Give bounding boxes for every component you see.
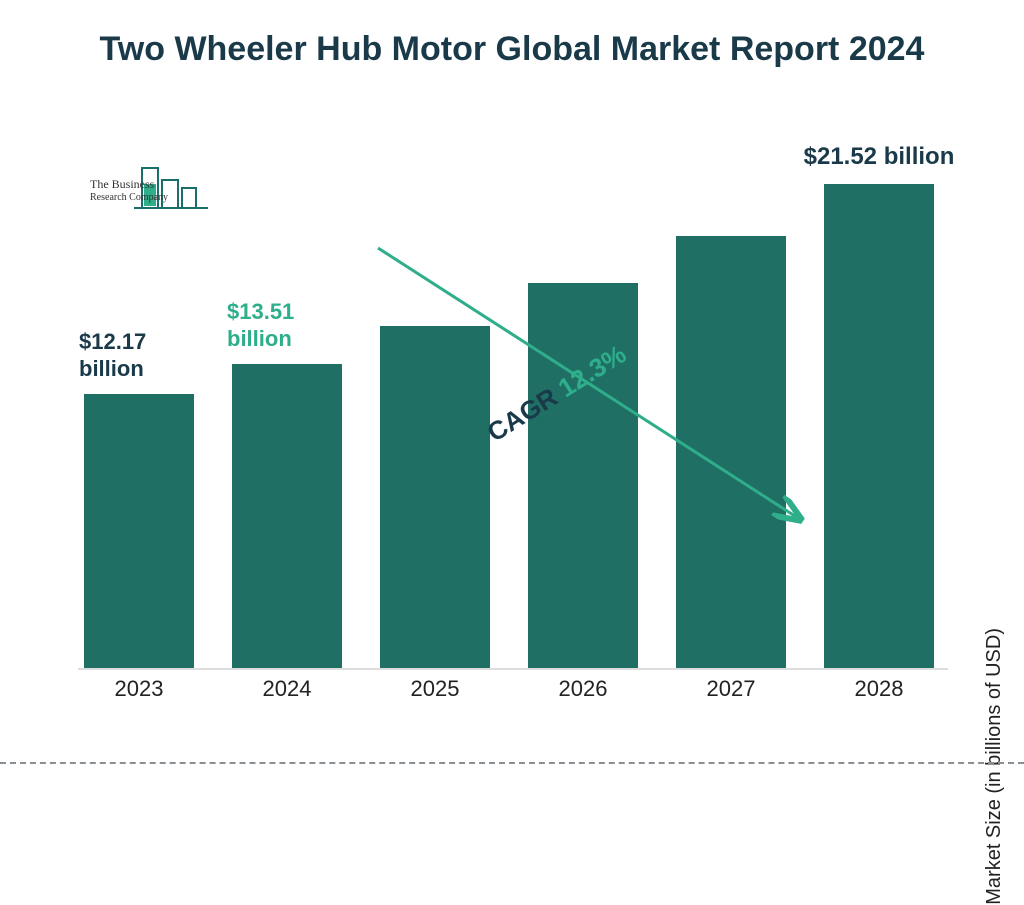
y-axis-label: Market Size (in billions of USD)	[983, 628, 1006, 905]
x-axis-label: 2027	[661, 676, 801, 702]
bar-2026	[528, 283, 638, 668]
bar-2023	[84, 394, 194, 668]
bar-2024	[232, 364, 342, 668]
bar-2025	[380, 326, 490, 668]
bar-value-label: $12.17billion	[79, 329, 199, 382]
x-axis-label: 2026	[513, 676, 653, 702]
bar-2027	[676, 236, 786, 668]
bar-value-label: $13.51billion	[227, 299, 347, 352]
x-axis-label: 2025	[365, 676, 505, 702]
bar-2028	[824, 184, 934, 668]
chart-title-text: Two Wheeler Hub Motor Global Market Repo…	[100, 30, 925, 68]
x-axis-label: 2028	[809, 676, 949, 702]
chart-title: Two Wheeler Hub Motor Global Market Repo…	[0, 28, 1024, 71]
chart-baseline	[78, 668, 948, 670]
footer-divider	[0, 762, 1024, 764]
y-axis-label-text: Market Size (in billions of USD)	[983, 628, 1005, 905]
bar-value-label: $21.52 billion	[779, 143, 979, 172]
bar-chart: 202320242025202620272028$12.17billion$13…	[78, 148, 948, 708]
x-axis-label: 2024	[217, 676, 357, 702]
x-axis-label: 2023	[69, 676, 209, 702]
